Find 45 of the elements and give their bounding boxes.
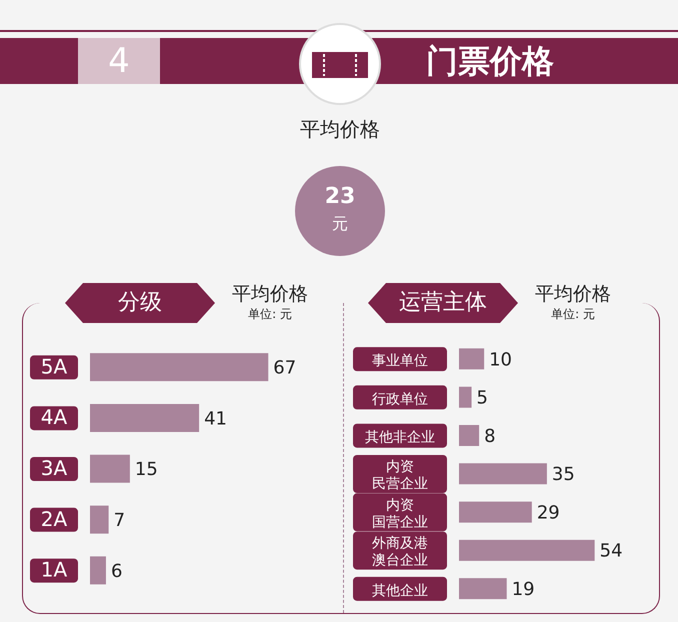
data-label: 35 [552,464,575,486]
bar [90,404,200,432]
bar [90,556,106,584]
text: 4 [78,38,160,84]
y-tick-label: 内资民营企业 [372,459,428,492]
text: 门票价格 [425,41,555,82]
text: 单位: 元 [550,306,596,323]
data-label: 8 [484,426,496,447]
data-label: 29 [536,502,560,524]
y-tick-label: 2A [40,506,68,531]
data-label: 67 [273,358,296,379]
bar [90,353,268,382]
y-tick-label: 事业单位 [372,353,428,370]
data-label: 10 [489,349,512,370]
bar [90,506,109,534]
bar [90,454,130,483]
x-axis-title: 平均价格 [231,282,309,307]
bar [459,540,595,561]
y-tick-label: 5A [40,354,68,378]
bar [459,578,507,600]
y-tick-label: 其他企业 [372,582,428,599]
bar [459,424,480,446]
data-label: 19 [512,579,535,600]
y-tick-label: 1A [40,558,68,582]
y-tick-label: 其他非企业 [365,430,435,446]
y-tick-label: 3A [40,456,68,480]
y-tick-label: 内资国营企业 [372,497,428,530]
text: 单位: 元 [247,306,293,323]
text: 元 [331,214,349,235]
data-label: 6 [110,560,122,582]
bar [459,502,532,523]
y-tick-label: 4A [40,405,68,430]
y-tick-label: 行政单位 [372,391,428,408]
bar [459,463,547,484]
y-tick-label: 外商及港澳台企业 [372,536,428,569]
x-axis-title: 平均价格 [534,282,612,307]
text: 平均价格 [299,116,381,143]
data-label: 41 [204,408,227,430]
data-label: 15 [134,459,158,480]
data-label: 7 [114,510,126,531]
bar [459,348,484,370]
data-label: 54 [600,540,623,562]
text: 23 [324,184,356,209]
bar [459,386,472,408]
data-label: 5 [476,388,488,409]
